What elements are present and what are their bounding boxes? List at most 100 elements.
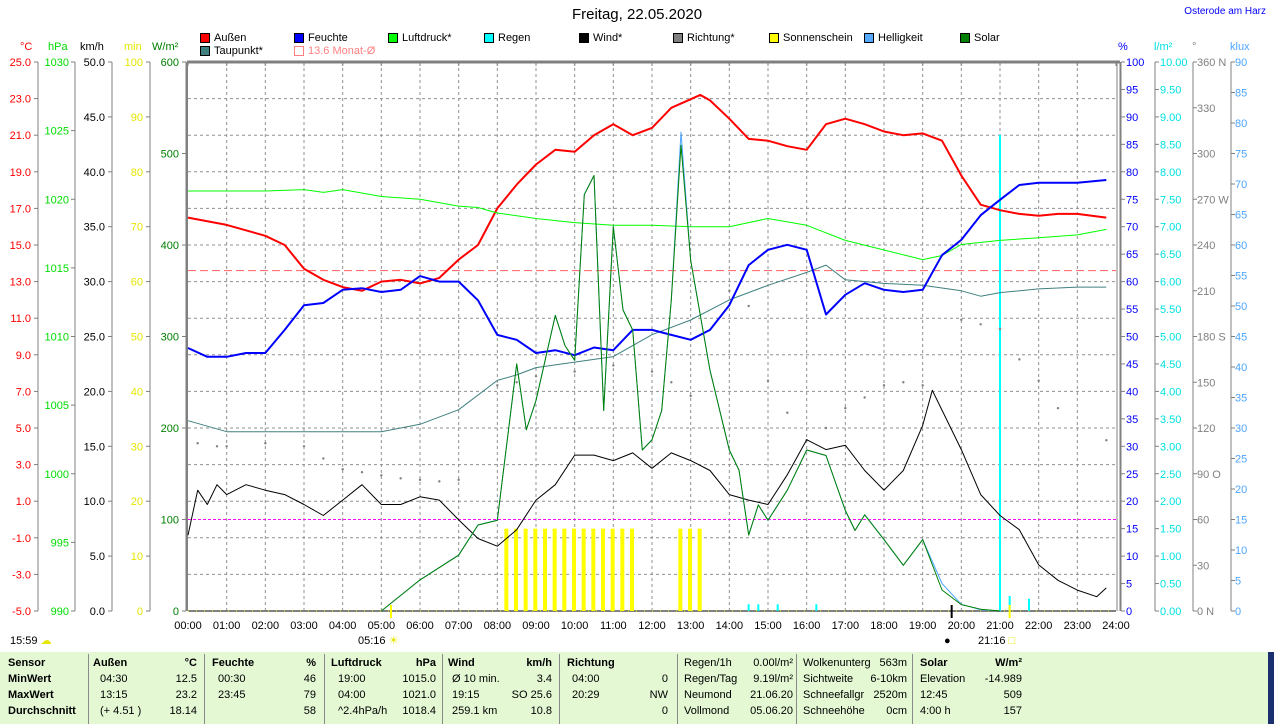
table-cell: 79 [303, 689, 316, 701]
table-cell: 58 [303, 705, 316, 717]
axis-label-wind: 10.0 [84, 496, 105, 508]
table-cell: 23.2 [175, 689, 197, 701]
axis-label-dir: 240 [1197, 240, 1215, 252]
table-cell: MinWert [8, 673, 52, 685]
direction-point [979, 323, 982, 326]
sunshine-bar [562, 528, 567, 611]
sunshine-bar [572, 528, 576, 611]
axis-label-dir: 300 [1197, 149, 1215, 161]
axis-unit-dir: ° [1192, 41, 1196, 53]
legend-label: Luftdruck* [402, 32, 452, 44]
axis-label-rain: 4.00 [1160, 386, 1181, 398]
legend-item[interactable]: Richtung* [673, 32, 735, 44]
legend-item[interactable]: Außen [200, 32, 246, 44]
legend-swatch [864, 33, 874, 43]
moon-icon: ● [944, 635, 951, 647]
table-cell: 1021.0 [402, 689, 436, 701]
rain-bar [1028, 598, 1030, 611]
table-cell: 563m [879, 657, 907, 669]
x-tick-label: 17:00 [832, 620, 860, 632]
table-cell: MaxWert [8, 689, 54, 701]
x-tick-label: 18:00 [870, 620, 898, 632]
current-time-marker: 15:59 ☁ [10, 635, 52, 647]
direction-point [1056, 406, 1060, 410]
x-tick-label: 12:00 [638, 620, 666, 632]
table-cell: Regen/Tag [684, 673, 738, 685]
direction-point [225, 445, 228, 448]
table-cell: 0cm [886, 705, 907, 717]
direction-point [1105, 439, 1108, 442]
direction-point [215, 445, 219, 448]
table-cell: 509 [1003, 689, 1022, 701]
direction-point [515, 381, 518, 384]
axis-label-dir: 270 W [1197, 194, 1229, 206]
table-cell: Wind [448, 657, 475, 669]
table-cell: 4:00 h [920, 705, 951, 717]
direction-point [573, 370, 576, 373]
axis-label-wind: 15.0 [84, 441, 105, 453]
legend-item[interactable]: Taupunkt* [200, 45, 263, 57]
table-cell: 9.19l/m² [753, 673, 793, 685]
axis-label-min: 70 [131, 222, 143, 234]
legend-item[interactable]: Solar [960, 32, 1000, 44]
table-cell: Außen [93, 657, 128, 669]
table-separator [204, 654, 205, 724]
table-cell: Durchschnitt [8, 705, 76, 717]
table-cell: Feuchte [212, 657, 255, 669]
legend-item[interactable]: Sonnenschein [769, 32, 853, 44]
x-tick-label: 04:00 [329, 620, 357, 632]
chart-title: Freitag, 22.05.2020 [571, 6, 703, 23]
axis-label-rain: 6.50 [1160, 249, 1181, 261]
direction-point [921, 384, 924, 387]
legend-item[interactable]: Helligkeit [864, 32, 923, 44]
axis-label-temp: 17.0 [10, 203, 31, 215]
series-line-wind [187, 389, 1107, 598]
direction-point [438, 480, 441, 483]
x-tick-label: 15:00 [754, 620, 782, 632]
sunshine-bar [504, 528, 509, 611]
axis-unit-rain: l/m² [1154, 41, 1173, 53]
legend-swatch [294, 46, 304, 56]
legend-item[interactable]: Feuchte [294, 32, 348, 44]
legend-item[interactable]: 13.6 Monat-Ø [294, 45, 375, 57]
axis-label-hum: 100 [1126, 57, 1144, 69]
table-cell: 1018.4 [402, 705, 436, 717]
axis-label-press: 1010 [45, 332, 69, 344]
table-cell: 04:30 [100, 673, 128, 685]
direction-point [1018, 358, 1021, 361]
legend-item[interactable]: Regen [484, 32, 530, 44]
axis-label-temp: -3.0 [12, 569, 31, 581]
axis-unit-solar: W/m² [152, 41, 179, 53]
table-cell: 13:15 [100, 689, 128, 701]
axis-label-hum: 35 [1126, 414, 1138, 426]
location-label[interactable]: Osterode am Harz [1184, 6, 1266, 17]
table-cell: 23:45 [218, 689, 246, 701]
rain-bar [1008, 596, 1011, 611]
x-tick-label: 16:00 [793, 620, 821, 632]
axis-label-rain: 2.50 [1160, 469, 1181, 481]
axis-label-klux: 85 [1235, 88, 1247, 100]
axis-label-temp: 1.0 [16, 496, 31, 508]
table-cell: Richtung [567, 657, 615, 669]
axis-label-hum: 95 [1126, 84, 1138, 96]
rain-bar [757, 604, 760, 611]
axis-label-klux: 45 [1235, 332, 1247, 344]
table-cell: Sensor [8, 657, 46, 669]
axis-label-rain: 8.50 [1160, 139, 1181, 151]
table-separator [677, 654, 678, 724]
legend-label: Außen [214, 32, 247, 44]
sunshine-bar [523, 528, 528, 611]
legend-label: Feuchte [308, 32, 348, 44]
axis-label-press: 990 [51, 606, 69, 618]
legend-item[interactable]: Wind* [579, 32, 622, 44]
legend-item[interactable]: Luftdruck* [388, 32, 452, 44]
axis-label-wind: 30.0 [84, 277, 105, 289]
table-cell: 1015.0 [402, 673, 436, 685]
axis-label-hum: 30 [1126, 441, 1138, 453]
x-tick-label: 07:00 [445, 620, 473, 632]
axis-label-wind: 35.0 [84, 222, 105, 234]
table-cell: Schneefallgr [803, 689, 865, 701]
cloud-icon: ☁ [40, 635, 52, 647]
direction-point [322, 457, 325, 460]
table-cell: °C [184, 657, 197, 669]
